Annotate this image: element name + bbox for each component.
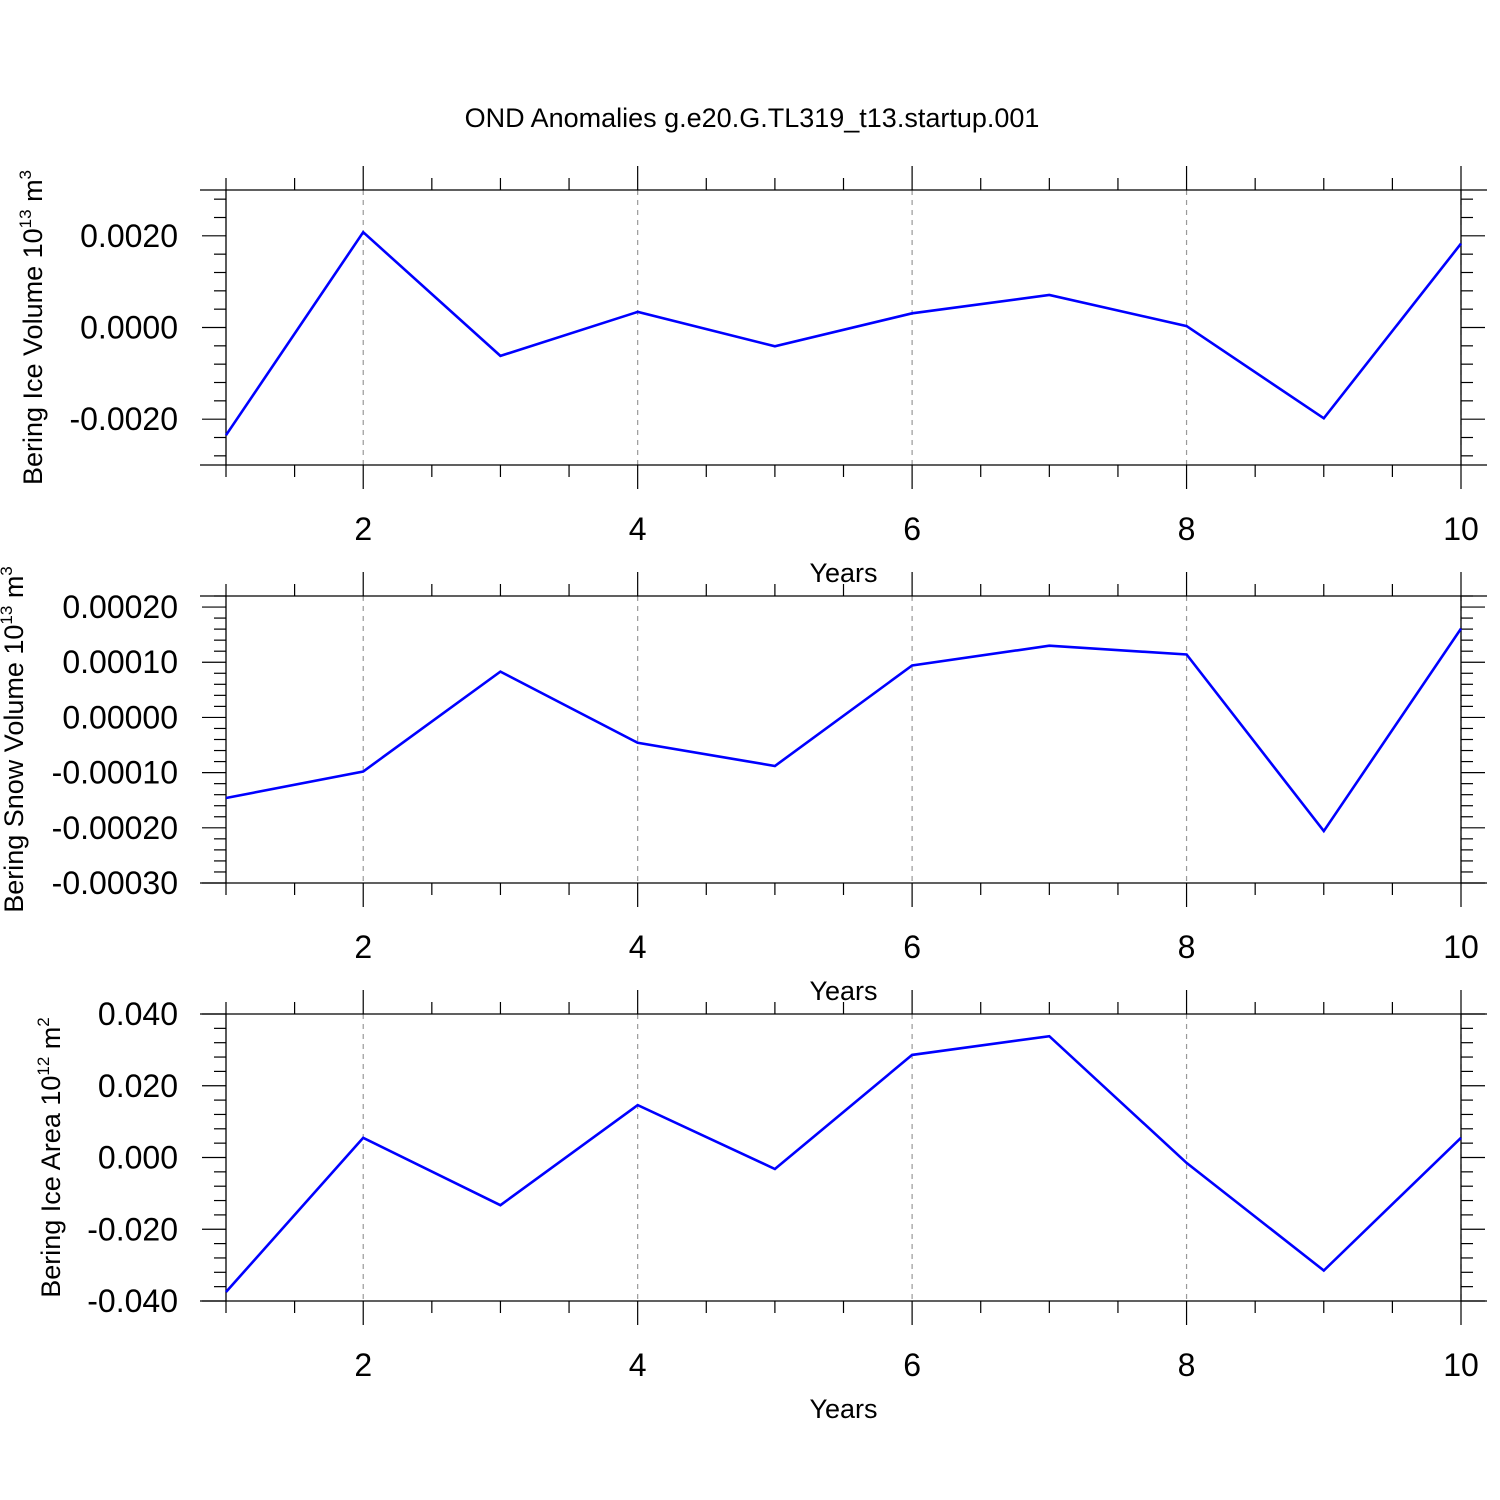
- x-tick-label: 4: [629, 511, 647, 547]
- y-tick-label: 0.00010: [62, 644, 178, 680]
- x-tick-label: 10: [1443, 1347, 1479, 1383]
- series-line: [225, 1034, 1462, 1293]
- panel-2: 2 4 6 8 10 -0.00030 -0.00020 -0.00010 0.00000 0.0…: [0, 566, 1487, 1006]
- x-tick-label: 10: [1443, 511, 1479, 547]
- y-tick-label: 0.00020: [62, 589, 178, 625]
- x-tick-label: 2: [354, 1347, 372, 1383]
- x-tick-label: 8: [1178, 1347, 1196, 1383]
- y-tick-label: 0.000: [98, 1140, 178, 1176]
- panel-3: 2 4 6 8 10 -0.040 -0.020 0.000 0.020 0.040 Years Be…: [34, 990, 1487, 1424]
- series-line: [225, 627, 1463, 834]
- x-tick-label: 10: [1443, 929, 1479, 965]
- x-tick-label: 6: [903, 1347, 921, 1383]
- y-tick-label: 0.040: [98, 996, 178, 1032]
- panel-1: 2 4 6 8 10 -0.0020 0.0000 0.0020 Years Bering Ice…: [16, 166, 1487, 588]
- y-tick-label: 0.0020: [80, 218, 178, 254]
- figure-title: OND Anomalies g.e20.G.TL319_t13.startup.…: [465, 103, 1040, 133]
- y-tick-label: 0.00000: [62, 699, 178, 735]
- y-tick-label: -0.040: [87, 1283, 178, 1319]
- series-line: [224, 230, 1463, 436]
- x-tick-label: 6: [903, 511, 921, 547]
- y-tick-label: 0.0000: [80, 310, 178, 346]
- y-tick-label: 0.020: [98, 1068, 178, 1104]
- y-tick-label: -0.020: [87, 1211, 178, 1247]
- x-axis-label: Years: [809, 558, 877, 588]
- x-tick-label: 2: [354, 511, 372, 547]
- y-axis-label: Bering Snow Volume 1013 m3: [0, 566, 29, 913]
- x-tick-label: 2: [354, 929, 372, 965]
- y-tick-label: -0.0020: [69, 401, 178, 437]
- x-tick-label: 4: [629, 1347, 647, 1383]
- x-tick-label: 8: [1178, 929, 1196, 965]
- x-tick-label: 6: [903, 929, 921, 965]
- y-axis-label: Bering Ice Volume 1013 m3: [16, 170, 48, 485]
- x-tick-label: 8: [1178, 511, 1196, 547]
- y-tick-label: -0.00030: [52, 865, 178, 901]
- y-axis-label: Bering Ice Area 1012 m2: [34, 1017, 66, 1298]
- x-axis-label: Years: [809, 1394, 877, 1424]
- x-axis-label: Years: [809, 976, 877, 1006]
- chart-panels: 2 4 6 8 10 -0.0020 0.0000 0.0020 Years Bering Ice…: [0, 166, 1487, 1424]
- y-tick-label: -0.00010: [52, 755, 178, 791]
- x-tick-label: 4: [629, 929, 647, 965]
- y-tick-label: -0.00020: [52, 810, 178, 846]
